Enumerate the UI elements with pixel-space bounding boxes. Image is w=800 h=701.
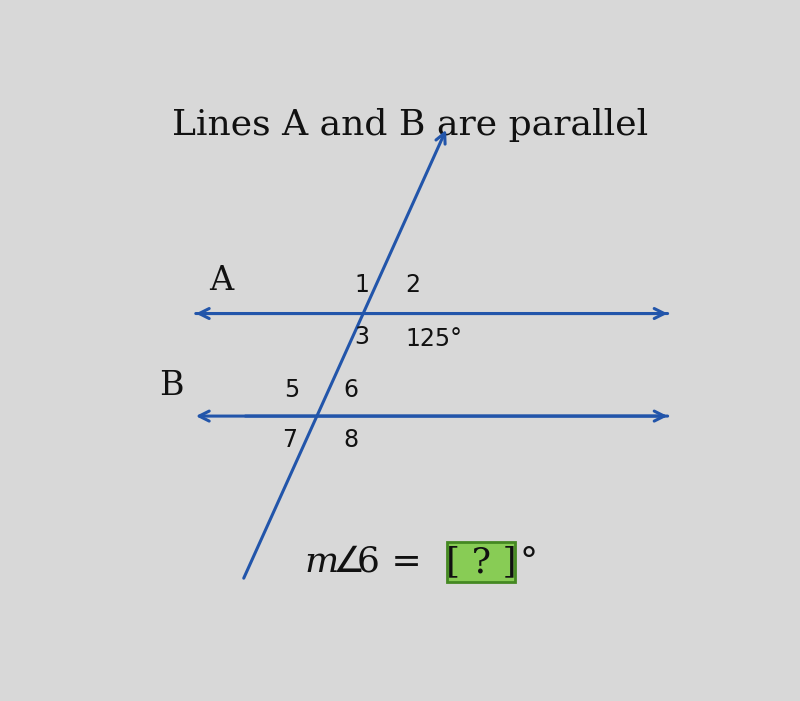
Text: 1: 1	[355, 273, 370, 297]
Text: 125°: 125°	[405, 327, 462, 351]
Text: B: B	[159, 370, 183, 402]
Text: 2: 2	[405, 273, 420, 297]
Text: ∠: ∠	[333, 545, 365, 579]
Text: [ ? ]: [ ? ]	[446, 545, 517, 579]
Text: °: °	[520, 545, 538, 579]
Text: 6 =: 6 =	[358, 545, 422, 579]
FancyBboxPatch shape	[447, 542, 515, 582]
Text: 5: 5	[284, 378, 300, 402]
Text: 8: 8	[343, 428, 358, 452]
Text: A: A	[209, 265, 233, 297]
Text: m: m	[305, 545, 339, 579]
Text: 3: 3	[354, 325, 370, 349]
Text: Lines A and B are parallel: Lines A and B are parallel	[172, 109, 648, 142]
Text: 7: 7	[282, 428, 297, 452]
Text: 6: 6	[343, 378, 358, 402]
